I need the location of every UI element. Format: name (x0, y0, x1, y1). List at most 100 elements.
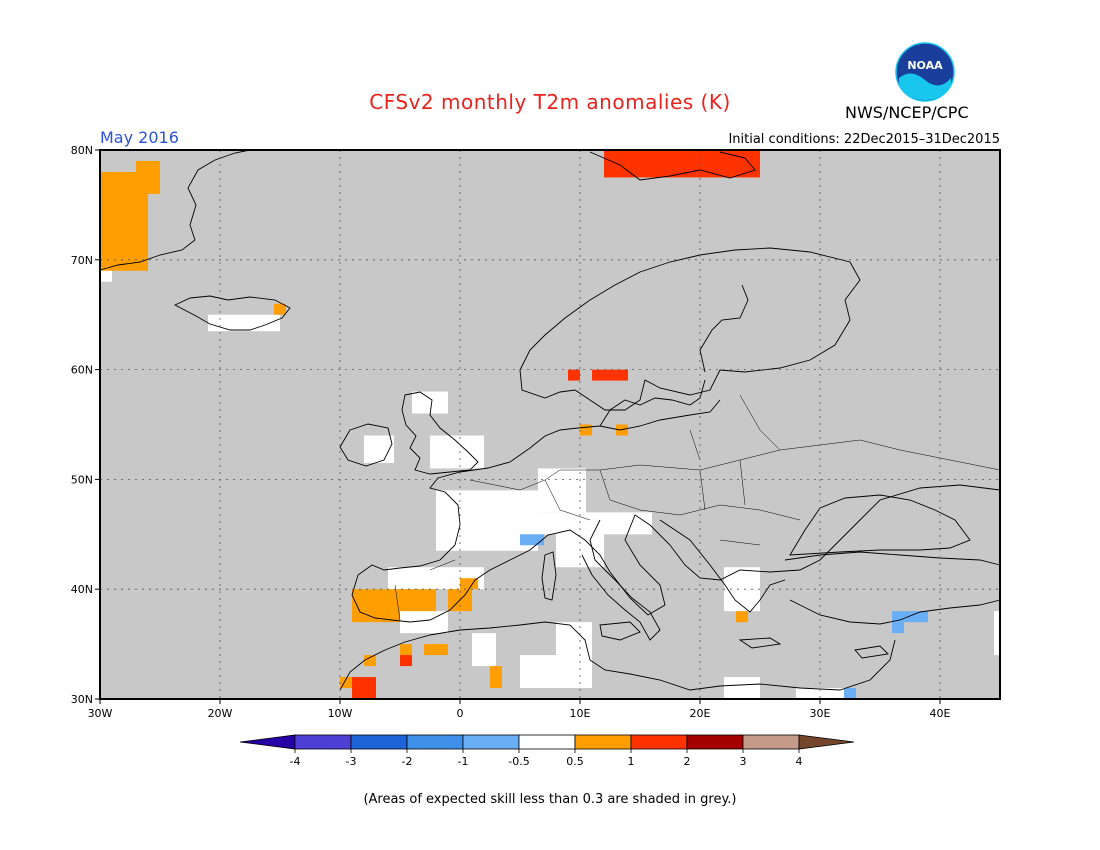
lat-tick-labels: 30N 40N 50N 60N 70N 80N (71, 144, 100, 706)
colorbar-max-arrow (798, 734, 855, 750)
anomaly-cell-40 (724, 567, 760, 612)
lon-tick-label: 40E (930, 707, 951, 720)
anomaly-cell-25 (520, 655, 556, 689)
lat-tick-label: 30N (71, 693, 93, 706)
noaa-logo-text: NOAA (907, 59, 943, 72)
colorbar-label: -1 (458, 755, 469, 768)
page-title: CFSv2 monthly T2m anomalies (K) (369, 90, 731, 114)
europe-mainland-coast (351, 399, 1001, 623)
map-frame (99, 149, 1001, 700)
bothnia-coast (699, 284, 749, 373)
colorbar-segment (406, 734, 464, 750)
lon-tick-label: 10W (328, 707, 353, 720)
anomaly-cell-27 (490, 666, 502, 689)
colorbar: -4 -3 -2 -1 -0.5 0.5 1 2 3 4 (239, 734, 855, 768)
anomaly-cell-22 (460, 578, 478, 590)
lat-tick-label: 80N (71, 144, 93, 157)
colorbar-label: 2 (684, 755, 691, 768)
anomaly-cell-31 (352, 677, 376, 699)
scandinavia-coast (519, 247, 861, 411)
anomaly-cell-30 (364, 655, 376, 667)
colorbar-segment (462, 734, 520, 750)
colorbar-label: 3 (740, 755, 747, 768)
anomaly-cell-2 (100, 270, 112, 282)
anomaly-cell-3 (208, 314, 280, 332)
colorbar-min-arrow (239, 734, 296, 750)
cyprus-coast (854, 645, 889, 659)
lon-tick-labels: 30W 20W 10W 0 10E 20E 30E 40E (88, 699, 951, 720)
black-sea-coast (789, 494, 971, 556)
anomaly-cell-15 (520, 512, 556, 535)
lat-tick-label: 40N (71, 583, 93, 596)
colorbar-label: 1 (628, 755, 635, 768)
sardinia-corsica-coast (541, 551, 557, 601)
crete-coast (738, 637, 782, 649)
anomaly-cell-24 (556, 622, 592, 689)
lon-tick-label: 0 (457, 707, 464, 720)
lat-tick-label: 50N (71, 473, 93, 486)
anomaly-cell-17 (604, 512, 652, 535)
noaa-logo: NOAA (895, 42, 955, 102)
great-britain-coast (401, 391, 479, 475)
anomaly-cell-28 (400, 644, 412, 656)
anomaly-regions (100, 150, 1000, 699)
lat-tick-label: 70N (71, 254, 93, 267)
anomaly-cell-26 (472, 633, 496, 667)
forecast-month: May 2016 (100, 128, 179, 147)
anomaly-cell-32 (400, 655, 412, 667)
lon-tick-label: 20W (208, 707, 233, 720)
colorbar-label: 4 (796, 755, 803, 768)
colorbar-segment (742, 734, 800, 750)
anomaly-cell-39 (994, 611, 1000, 656)
map-background (100, 150, 1000, 699)
anomaly-cell-6 (568, 369, 580, 381)
anomaly-cell-41 (736, 611, 748, 623)
colorbar-segment (574, 734, 632, 750)
baltic-coast (599, 379, 706, 427)
ireland-coast (339, 423, 393, 467)
colorbar-segment (630, 734, 688, 750)
map-gridlines (100, 150, 1000, 699)
colorbar-label: -0.5 (508, 755, 529, 768)
agency-label: NWS/NCEP/CPC (845, 103, 969, 122)
colorbar-segment (518, 734, 576, 750)
anomaly-cell-16 (556, 512, 604, 568)
colorbar-label: -3 (346, 755, 357, 768)
lat-tick-label: 60N (71, 364, 93, 377)
coastlines (99, 149, 1001, 691)
greenland-coast (99, 149, 251, 271)
svalbard-coast (589, 151, 756, 181)
anomaly-cell-38 (892, 622, 904, 634)
balkans-coast (659, 519, 786, 613)
colorbar-segment (350, 734, 408, 750)
anomaly-cell-35 (796, 688, 844, 699)
italy-coast (581, 519, 661, 641)
anomaly-cell-29 (424, 644, 448, 656)
iceland-coast (173, 295, 291, 331)
lon-tick-label: 30E (810, 707, 831, 720)
anomaly-cell-14 (538, 468, 586, 513)
anomaly-cell-10 (412, 391, 448, 414)
anomaly-cell-18 (520, 534, 544, 546)
colorbar-label: -2 (402, 755, 413, 768)
anomaly-cell-36 (844, 688, 856, 699)
turkey-coast (784, 551, 1001, 625)
border-lines (394, 394, 1001, 621)
colorbar-segment (686, 734, 744, 750)
anomaly-cell-1 (136, 160, 160, 194)
skill-footnote: (Areas of expected skill less than 0.3 a… (363, 792, 737, 807)
anomaly-cell-4 (274, 303, 286, 315)
sicily-coast (599, 621, 641, 641)
anomaly-cell-37 (892, 611, 928, 623)
lon-tick-label: 30W (88, 707, 113, 720)
colorbar-label: 0.5 (566, 755, 584, 768)
anomaly-cell-11 (580, 424, 592, 436)
north-africa-coast (339, 621, 896, 691)
colorbar-label: -4 (290, 755, 301, 768)
lon-tick-label: 10E (570, 707, 591, 720)
anomaly-cell-7 (592, 369, 628, 381)
anomaly-cell-34 (724, 677, 760, 699)
anomaly-cell-33 (340, 677, 352, 689)
colorbar-segment (294, 734, 352, 750)
lon-tick-label: 20E (690, 707, 711, 720)
